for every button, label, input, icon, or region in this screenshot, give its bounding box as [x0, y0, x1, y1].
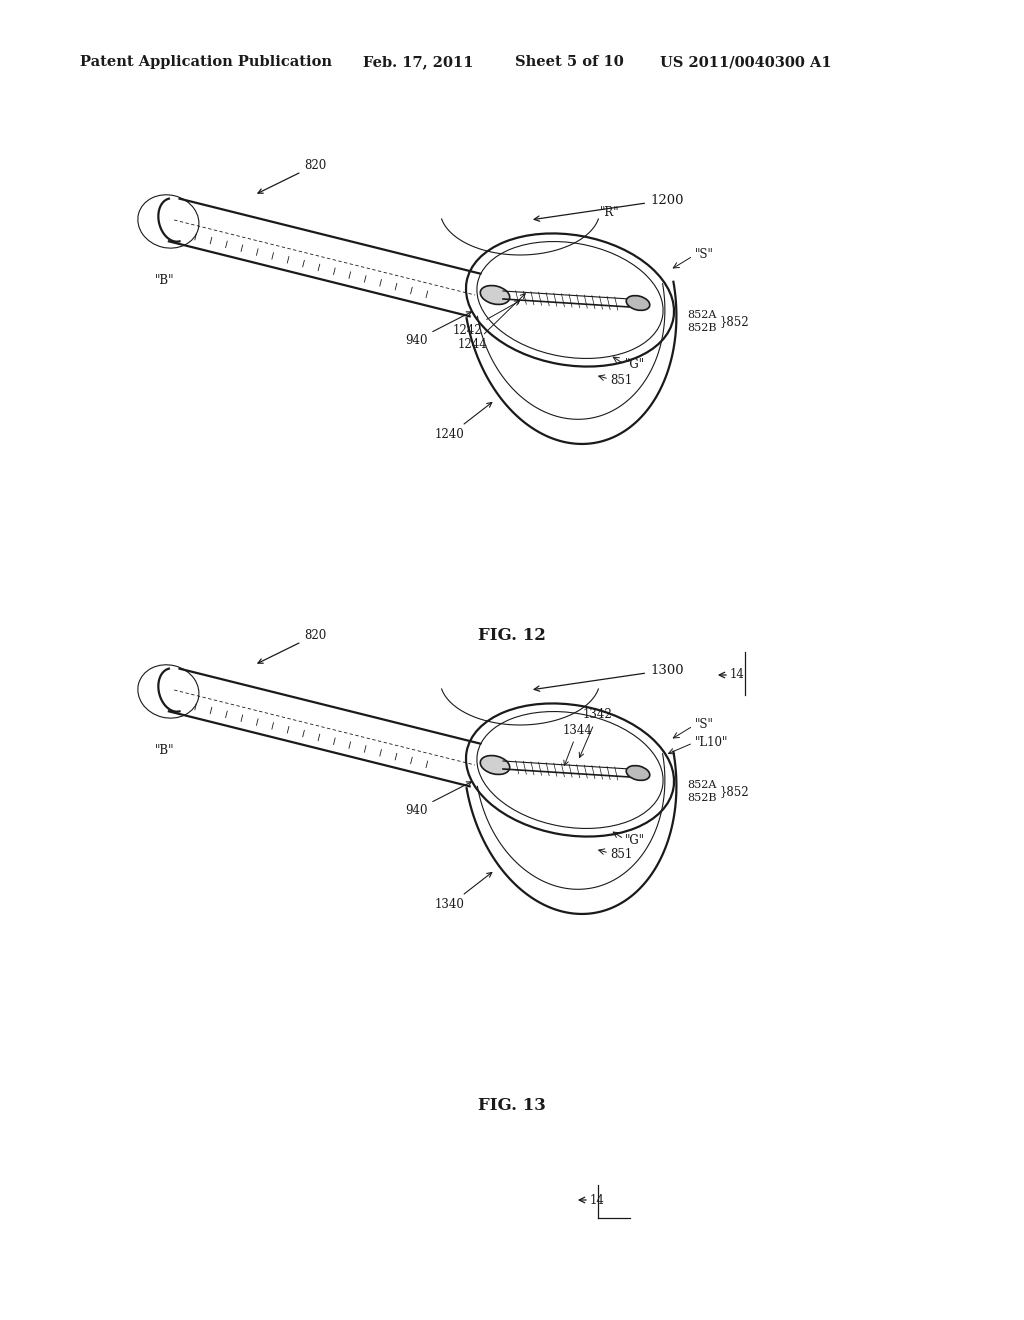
Text: 852A: 852A — [687, 780, 717, 789]
Text: 1244: 1244 — [458, 294, 525, 351]
Text: Patent Application Publication: Patent Application Publication — [80, 55, 332, 69]
Text: Sheet 5 of 10: Sheet 5 of 10 — [515, 55, 624, 69]
Text: 1342: 1342 — [580, 709, 612, 758]
Text: 1242: 1242 — [453, 301, 519, 337]
Text: "B": "B" — [155, 743, 174, 756]
Text: FIG. 12: FIG. 12 — [478, 627, 546, 644]
Text: 1240: 1240 — [435, 403, 492, 441]
Text: }852: }852 — [720, 315, 750, 329]
Text: 14: 14 — [730, 668, 744, 681]
Text: "S": "S" — [695, 718, 714, 731]
Ellipse shape — [480, 755, 510, 775]
Text: 851: 851 — [610, 847, 632, 861]
Text: 852B: 852B — [687, 323, 717, 333]
Text: Feb. 17, 2011: Feb. 17, 2011 — [362, 55, 473, 69]
Text: 940: 940 — [406, 781, 471, 817]
Text: 852A: 852A — [687, 310, 717, 319]
Text: 940: 940 — [406, 312, 471, 346]
Text: 820: 820 — [258, 628, 327, 663]
Text: 820: 820 — [258, 158, 327, 193]
Text: 851: 851 — [610, 374, 632, 387]
Text: 852B: 852B — [687, 793, 717, 803]
Ellipse shape — [627, 296, 650, 310]
Text: 1340: 1340 — [435, 873, 492, 912]
Text: 1300: 1300 — [535, 664, 684, 692]
Text: "R": "R" — [600, 206, 620, 219]
Text: 14: 14 — [590, 1193, 605, 1206]
Text: }852: }852 — [720, 785, 750, 799]
Ellipse shape — [480, 285, 510, 305]
Text: 1200: 1200 — [535, 194, 683, 222]
Text: "L10": "L10" — [695, 735, 728, 748]
Text: "S": "S" — [695, 248, 714, 261]
Text: "B": "B" — [155, 273, 174, 286]
Text: 1344: 1344 — [563, 723, 593, 766]
Text: "G": "G" — [625, 833, 645, 846]
Text: "G": "G" — [625, 359, 645, 371]
Text: US 2011/0040300 A1: US 2011/0040300 A1 — [660, 55, 831, 69]
Text: FIG. 13: FIG. 13 — [478, 1097, 546, 1114]
Ellipse shape — [627, 766, 650, 780]
